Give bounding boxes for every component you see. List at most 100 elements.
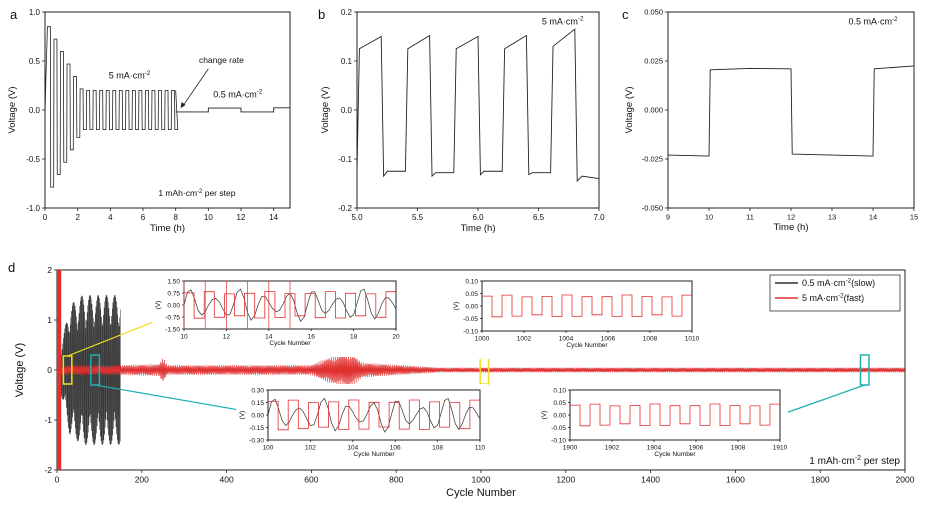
y-tick-label: -0.75 — [165, 314, 180, 321]
x-tick-label: 1008 — [643, 336, 658, 343]
y-tick-label: -1.50 — [165, 326, 180, 333]
annotation-fast-rate: 5 mA·cm-2 — [109, 70, 151, 81]
inset-series-fast — [184, 291, 396, 319]
inset-d2: 1000 1002 1004 1006 1008 1010 -0.10 -0.05 0.00 0.… — [450, 275, 700, 359]
x-tick-label: 1908 — [731, 445, 746, 452]
x-tick-label: 10 — [180, 334, 188, 341]
annotation-change-rate: change rate — [199, 55, 244, 65]
x-tick-label: 14 — [869, 213, 877, 222]
x-tick-label: 12 — [237, 213, 246, 222]
panel-letter-a: a — [10, 7, 18, 22]
x-tick-label: 1902 — [605, 445, 620, 452]
inset-series-slow — [267, 397, 481, 433]
series-slow — [56, 295, 121, 446]
y-tick-label: 2 — [47, 265, 52, 275]
y-tick-label: 0.00 — [167, 302, 180, 309]
x-tick-label: 0 — [43, 213, 48, 222]
y-axis-label: (V) — [239, 411, 246, 420]
y-tick-label: 0.10 — [553, 387, 566, 394]
annotation-rate: 0.5 mA·cm-2 — [848, 16, 898, 27]
x-tick-label: 4 — [108, 213, 113, 222]
y-axis-label: (V) — [541, 411, 548, 420]
y-tick-label: -0.025 — [642, 155, 663, 164]
x-tick-label: 0 — [55, 475, 60, 485]
x-tick-label: 11 — [746, 213, 754, 222]
annotation-step: 1 mAh·cm-2 per step — [158, 188, 235, 198]
x-tick-label: 800 — [389, 475, 403, 485]
x-tick-label: 1904 — [647, 445, 662, 452]
y-tick-label: 1.50 — [167, 278, 180, 285]
y-axis-label: Voltage (V) — [624, 87, 635, 134]
y-tick-label: 0.10 — [465, 278, 478, 285]
x-tick-label: 16 — [308, 334, 316, 341]
y-tick-label: 0.5 — [29, 57, 41, 66]
y-tick-label: 0.30 — [251, 387, 264, 394]
x-tick-label: 12 — [223, 334, 231, 341]
series-fast-spike — [57, 270, 62, 470]
y-tick-label: 0.05 — [465, 291, 478, 298]
x-axis-label: Cycle Number — [566, 342, 608, 349]
y-tick-label: 0.75 — [167, 290, 180, 297]
x-tick-label: 10 — [204, 213, 213, 222]
x-tick-label: 7.0 — [593, 213, 605, 222]
x-axis-label: Time (h) — [150, 223, 185, 234]
y-tick-label: -0.05 — [551, 425, 566, 432]
x-tick-label: 20 — [392, 334, 400, 341]
x-tick-label: 1900 — [563, 445, 578, 452]
x-tick-label: 8 — [173, 213, 178, 222]
x-tick-label: 110 — [475, 445, 486, 452]
y-tick-label: -0.30 — [249, 437, 264, 444]
y-tick-label: -0.10 — [463, 328, 478, 335]
x-tick-label: 1200 — [556, 475, 575, 485]
x-tick-label: 9 — [666, 213, 670, 222]
legend-box — [769, 274, 901, 312]
y-tick-label: -0.15 — [249, 425, 264, 432]
y-axis-label: Voltage (V) — [320, 87, 331, 134]
x-tick-label: 102 — [305, 445, 316, 452]
y-tick-label: 0.050 — [644, 8, 663, 17]
x-tick-label: 1006 — [601, 336, 616, 343]
y-tick-label: 1 — [47, 315, 52, 325]
inset-d4: 1900 1902 1904 1906 1908 1910 -0.10 -0.05 0.00 0.… — [538, 384, 788, 468]
y-tick-label: 0.1 — [341, 57, 353, 66]
inset-series-fast — [570, 403, 780, 427]
y-axis-label: Voltage (V) — [14, 343, 26, 397]
x-axis-label: Cycle Number — [269, 340, 311, 347]
x-tick-label: 1000 — [472, 475, 491, 485]
y-axis-label: Voltage (V) — [7, 87, 18, 134]
series-line-fast — [44, 26, 179, 188]
y-axis-label: (V) — [155, 301, 162, 310]
y-tick-label: 0.00 — [465, 303, 478, 310]
panel-letter-d: d — [8, 260, 15, 275]
y-tick-label: 0.2 — [341, 8, 353, 17]
x-tick-label: 108 — [432, 445, 443, 452]
x-tick-label: 13 — [828, 213, 836, 222]
x-tick-label: 1906 — [689, 445, 704, 452]
y-tick-label: -0.050 — [642, 204, 663, 213]
highlight-box-d3 — [90, 354, 101, 386]
y-tick-label: -0.2 — [338, 204, 352, 213]
series-line-slow — [175, 107, 290, 113]
x-tick-label: 2000 — [896, 475, 915, 485]
x-tick-label: 14 — [265, 334, 273, 341]
x-tick-label: 1910 — [773, 445, 788, 452]
y-tick-label: -2 — [44, 465, 52, 475]
x-axis-label: Time (h) — [460, 223, 495, 234]
y-tick-label: 0.00 — [553, 412, 566, 419]
plot-frame — [44, 11, 291, 209]
series-line — [356, 28, 600, 183]
y-tick-label: 0 — [47, 365, 52, 375]
y-tick-label: -1 — [44, 415, 52, 425]
inset-d1: 10 12 14 16 18 20 -1.50 -0.75 0.00 0.75 1.50 Cycle … — [152, 275, 404, 357]
x-tick-label: 106 — [390, 445, 401, 452]
y-tick-label: -0.1 — [338, 155, 352, 164]
x-tick-label: 600 — [304, 475, 318, 485]
inset-d3: 100 102 104 106 108 110 -0.30 -0.15 0.00 0.15 0.30… — [236, 384, 488, 468]
legend-label: 0.5 mA·cm-2(slow) — [802, 277, 875, 288]
x-tick-label: 18 — [350, 334, 358, 341]
y-tick-label: 0.15 — [251, 400, 264, 407]
y-tick-label: 0.00 — [251, 412, 264, 419]
plot-frame — [667, 11, 915, 209]
x-axis-label: Cycle Number — [654, 451, 696, 458]
